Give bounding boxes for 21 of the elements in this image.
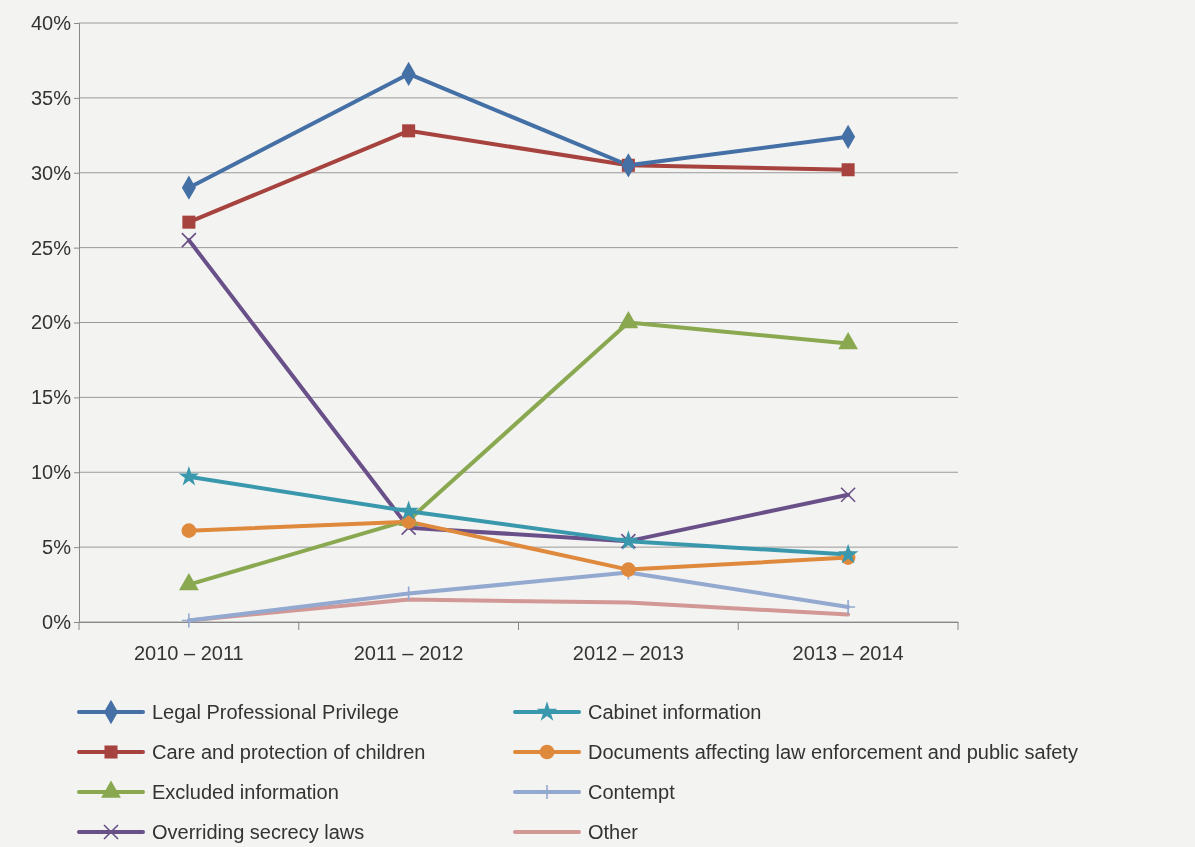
y-tick-label: 10% [30,461,72,484]
y-tick-label: 20% [30,311,72,334]
legend-label: Care and protection of children [152,741,426,763]
legend-label: Legal Professional Privilege [152,701,399,723]
legend-label: Overriding secrecy laws [152,821,365,843]
y-tick-label: 25% [30,236,72,259]
y-tick-label: 5% [42,536,72,559]
x-tick-label: 2013 – 2014 [792,642,904,665]
x-tick-label: 2012 – 2013 [572,642,684,665]
legend-label: Other [588,821,639,843]
legend-label: Cabinet information [588,701,762,723]
y-tick-label: 35% [30,86,72,109]
legend-label: Documents affecting law enforcement and public safety [588,741,1078,763]
legend-label: Contempt [588,781,676,803]
y-tick-label: 15% [30,386,72,409]
y-tick-label: 40% [30,11,72,34]
y-tick-label: 0% [42,610,72,633]
y-tick-label: 30% [30,161,72,184]
x-tick-label: 2011 – 2012 [353,642,464,665]
x-tick-label: 2010 – 2011 [134,642,244,665]
legend-label: Excluded information [152,781,339,803]
